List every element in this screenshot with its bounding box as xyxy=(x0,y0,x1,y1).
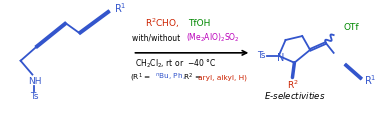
Text: $E$-selectivities: $E$-selectivities xyxy=(263,90,325,101)
Text: R$^2$: R$^2$ xyxy=(287,78,298,91)
Text: Ts: Ts xyxy=(30,92,39,101)
Text: CH$_2$Cl$_2$, rt or  $-$40 °C: CH$_2$Cl$_2$, rt or $-$40 °C xyxy=(135,57,217,70)
Text: NH: NH xyxy=(29,77,42,86)
Text: N: N xyxy=(277,53,284,63)
Text: TfOH: TfOH xyxy=(188,19,211,28)
Text: R$^1$: R$^1$ xyxy=(364,74,376,87)
Text: Ts: Ts xyxy=(257,51,265,60)
Text: $^n$Bu, Ph,: $^n$Bu, Ph, xyxy=(155,72,186,83)
Text: (R$^1$ =: (R$^1$ = xyxy=(130,71,152,84)
Text: (Me$_2$AlO)$_2$SO$_2$: (Me$_2$AlO)$_2$SO$_2$ xyxy=(186,32,240,44)
Text: R$^2$ =: R$^2$ = xyxy=(183,72,202,83)
Text: OTf: OTf xyxy=(344,23,359,32)
Text: R$^2$CHO,: R$^2$CHO, xyxy=(145,16,181,30)
Text: R$^1$: R$^1$ xyxy=(114,2,126,15)
Text: aryl, alkyl, H): aryl, alkyl, H) xyxy=(198,74,247,81)
Text: with/without: with/without xyxy=(132,34,183,43)
